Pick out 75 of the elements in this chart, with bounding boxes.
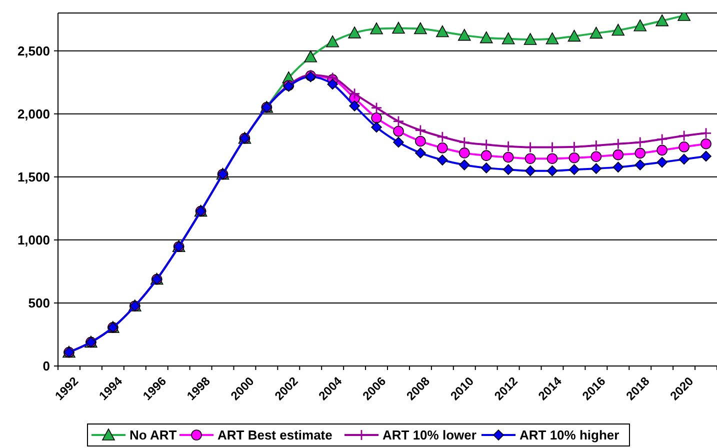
- point: [371, 122, 382, 133]
- point: [569, 142, 580, 152]
- point: [415, 125, 426, 136]
- point: [414, 22, 427, 34]
- point: [371, 112, 382, 124]
- point: [370, 22, 383, 34]
- point: [481, 140, 492, 150]
- point: [348, 26, 361, 38]
- point: [372, 102, 382, 113]
- legend-label: ART 10% higher: [520, 428, 620, 443]
- point: [634, 148, 646, 159]
- point: [656, 156, 668, 168]
- point: [568, 164, 580, 175]
- point: [437, 132, 448, 142]
- y-tick-label: 2,000: [17, 106, 50, 122]
- point: [458, 160, 470, 170]
- point: [480, 150, 492, 161]
- point: [392, 22, 405, 34]
- point: [393, 136, 404, 148]
- legend-label: ART Best estimate: [218, 428, 332, 443]
- point: [656, 144, 668, 156]
- point: [546, 153, 558, 164]
- point: [350, 88, 360, 99]
- point: [612, 149, 624, 160]
- point: [458, 28, 471, 41]
- point: [546, 165, 558, 176]
- point: [393, 116, 404, 126]
- point: [701, 128, 712, 138]
- point: [349, 100, 360, 112]
- point: [503, 141, 514, 152]
- y-tick-label: 1,500: [17, 169, 50, 184]
- point: [437, 154, 448, 166]
- point: [657, 134, 668, 144]
- point: [524, 153, 536, 164]
- point: [635, 137, 646, 148]
- point: [436, 25, 449, 38]
- point: [393, 126, 404, 137]
- point: [679, 130, 690, 141]
- point: [502, 152, 514, 163]
- point: [700, 138, 712, 150]
- point: [524, 165, 536, 176]
- legend-label: No ART: [130, 428, 177, 443]
- point: [304, 50, 318, 62]
- point: [437, 142, 448, 154]
- y-tick-label: 0: [42, 358, 50, 374]
- legend-label: ART 10% lower: [382, 428, 476, 443]
- point: [612, 24, 625, 36]
- point: [634, 160, 646, 170]
- point: [415, 148, 426, 158]
- point: [480, 162, 492, 174]
- point: [591, 140, 602, 150]
- point: [459, 137, 470, 148]
- point: [480, 31, 493, 44]
- point: [524, 33, 537, 45]
- point: [326, 35, 339, 48]
- point: [415, 136, 426, 147]
- point: [634, 19, 647, 32]
- y-tick-label: 1,000: [17, 232, 50, 248]
- point: [700, 150, 712, 162]
- point: [568, 30, 581, 42]
- point: [678, 141, 690, 152]
- point: [590, 163, 602, 174]
- point: [656, 14, 668, 26]
- point: [590, 26, 603, 39]
- point: [502, 32, 515, 44]
- point: [568, 152, 580, 164]
- y-tick-label: 500: [28, 296, 50, 311]
- point: [458, 148, 470, 158]
- point: [612, 162, 624, 173]
- y-tick-label: 2,500: [17, 43, 50, 58]
- point: [678, 154, 690, 165]
- point: [590, 151, 602, 162]
- point: [502, 164, 514, 175]
- point: [546, 32, 559, 44]
- point: [327, 78, 338, 90]
